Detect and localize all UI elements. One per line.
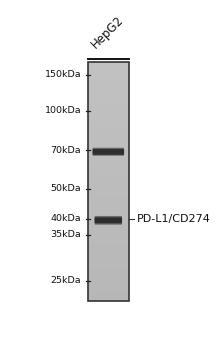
FancyBboxPatch shape	[93, 149, 124, 155]
Text: HepG2: HepG2	[89, 14, 126, 51]
Text: PD-L1/CD274: PD-L1/CD274	[137, 214, 211, 224]
FancyBboxPatch shape	[95, 219, 122, 225]
FancyBboxPatch shape	[93, 150, 124, 156]
Text: 50kDa: 50kDa	[51, 184, 81, 194]
FancyBboxPatch shape	[95, 217, 122, 224]
Text: 35kDa: 35kDa	[51, 230, 81, 239]
FancyBboxPatch shape	[93, 148, 124, 154]
Text: 150kDa: 150kDa	[45, 70, 81, 79]
Text: 25kDa: 25kDa	[51, 276, 81, 285]
Text: 70kDa: 70kDa	[51, 146, 81, 155]
FancyBboxPatch shape	[95, 216, 122, 222]
Text: 100kDa: 100kDa	[45, 106, 81, 115]
Text: 40kDa: 40kDa	[51, 214, 81, 223]
Bar	[88, 62, 129, 301]
